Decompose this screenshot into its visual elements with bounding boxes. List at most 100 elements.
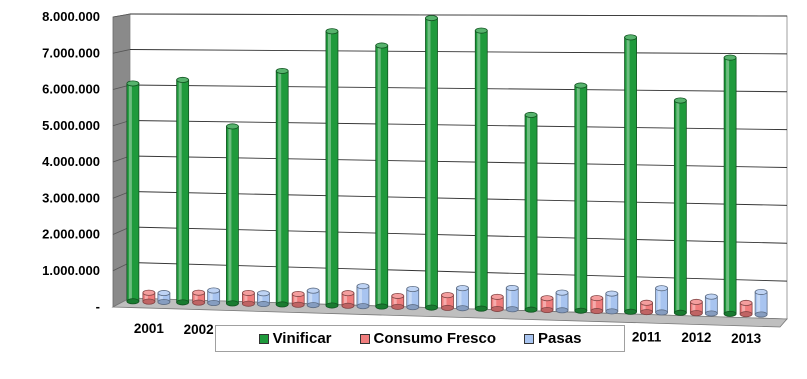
bar-highlight (128, 85, 132, 300)
bar-highlight (757, 293, 761, 313)
bar-highlight (228, 128, 232, 302)
bar-base (574, 307, 588, 314)
x-tick-label: 2001 (134, 321, 165, 336)
bar-highlight (707, 298, 711, 312)
legend-item-consumo-fresco: Consumo Fresco (359, 330, 497, 347)
bar-base (704, 310, 718, 317)
x-tick-label: 2011 (632, 329, 662, 344)
bar-base (673, 309, 687, 316)
bar-base (126, 298, 140, 305)
bar-vinificar (624, 36, 637, 313)
bar-top (456, 285, 469, 292)
bar-base (456, 305, 469, 312)
bar-base (655, 309, 668, 316)
bar-vinificar (325, 30, 339, 306)
bar-top (655, 285, 668, 292)
bar-base (739, 311, 753, 318)
bar-base (689, 310, 703, 317)
bar-top (406, 285, 420, 292)
bar-top (192, 289, 206, 296)
bar-base (375, 303, 389, 310)
legend-label-consumo-fresco: Consumo Fresco (373, 330, 497, 347)
bar-base (640, 309, 653, 316)
y-tick-label: 1.000.000 (42, 263, 100, 278)
bar-highlight (493, 298, 497, 307)
y-tick-label: 6.000.000 (42, 82, 100, 97)
bar-base (157, 298, 171, 305)
bar-base (723, 310, 737, 317)
bar-base (555, 307, 569, 314)
bar-top (739, 299, 753, 306)
bar-pasas (505, 287, 519, 310)
bar-pasas (754, 291, 768, 315)
bar-top (391, 292, 405, 299)
bar-top (157, 290, 171, 297)
bar-top (640, 299, 653, 306)
y-tick-label: 8.000.000 (42, 9, 100, 24)
legend-item-pasas: Pasas (524, 330, 581, 347)
bar-highlight (527, 116, 531, 308)
legend-swatch-consumo-fresco (359, 333, 370, 344)
bar-base (406, 304, 420, 311)
bar-top (207, 287, 221, 294)
bar-base (142, 298, 156, 305)
bar-highlight (742, 304, 746, 313)
bar-top (673, 97, 687, 104)
bar-top (291, 290, 305, 297)
bar-highlight (377, 47, 381, 305)
y-tick-label: 7.000.000 (42, 45, 100, 60)
bar-highlight (194, 294, 198, 301)
bar-top (704, 293, 718, 300)
bar-base (242, 300, 255, 307)
bar-highlight (543, 300, 547, 308)
bar-base (590, 308, 604, 315)
bar-top (524, 111, 538, 118)
bar-highlight (592, 300, 596, 310)
y-tick-label: 3.000.000 (42, 190, 100, 205)
bar-top (306, 287, 320, 294)
bar-base (605, 308, 619, 315)
bar-highlight (259, 295, 263, 303)
bar-base (754, 311, 768, 318)
bar-vinificar (375, 45, 389, 307)
bar-vinificar (723, 57, 737, 315)
bar-vinificar (425, 17, 438, 308)
bar-top (425, 15, 438, 22)
bar-top (490, 293, 504, 300)
bar-highlight (726, 59, 730, 312)
bar-top (142, 289, 156, 296)
bar-highlight (178, 81, 182, 301)
bar-top (555, 289, 569, 296)
bar-vinificar (226, 126, 239, 304)
bar-highlight (443, 297, 447, 306)
bar-top (474, 27, 488, 34)
bar-base (257, 301, 270, 308)
bar-highlight (657, 290, 661, 311)
x-tick-label: 2013 (731, 331, 762, 346)
bar-top (257, 290, 270, 297)
bar-vinificar (673, 100, 687, 314)
bar-highlight (309, 292, 313, 304)
bar-top (540, 295, 554, 302)
bar-top (375, 42, 389, 49)
bar-top (126, 80, 140, 87)
bar-base (490, 305, 504, 312)
gridline-side (112, 49, 131, 54)
bar-base (441, 304, 454, 311)
bar-highlight (358, 288, 362, 305)
bar-highlight (209, 292, 213, 301)
bar-highlight (427, 20, 431, 306)
bar-base (306, 302, 320, 309)
bar-base (176, 299, 190, 306)
bar-top (723, 54, 737, 61)
bar-highlight (508, 289, 512, 308)
bar-vinificar (474, 30, 488, 310)
legend-item-vinificar: Vinificar (258, 330, 332, 347)
bar-highlight (458, 290, 462, 307)
bar-top (605, 290, 619, 297)
bar-vinificar (574, 85, 588, 312)
bar-vinificar (126, 83, 140, 302)
bar-base (425, 304, 438, 311)
x-tick-label: 2002 (184, 322, 214, 337)
